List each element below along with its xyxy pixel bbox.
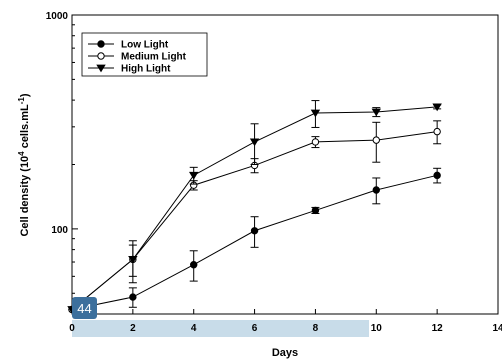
y-tick-label: 100 <box>51 225 68 236</box>
x-tick-label: 12 <box>432 323 444 334</box>
y-axis-title-superscript: -1 <box>17 97 26 105</box>
index-badge: 44 <box>72 297 97 319</box>
legend-marker-low-light <box>97 40 105 48</box>
y-axis-title-part: cells.mL <box>19 104 31 151</box>
y-axis-ticks: 100 1000 <box>46 11 78 315</box>
series-low-light <box>68 167 442 314</box>
legend-label: Medium Light <box>121 52 187 63</box>
legend-marker-medium-light <box>97 52 105 60</box>
y-axis-title-part: Cell density (10 <box>19 156 31 237</box>
data-point-medium-light <box>372 136 380 144</box>
series-layer <box>67 100 442 314</box>
data-point-low-light <box>433 171 441 180</box>
legend-item-medium-light: Medium Light <box>88 52 187 63</box>
legend-label: High Light <box>121 64 171 75</box>
x-axis-highlight-band <box>72 320 369 337</box>
data-point-high-light <box>249 138 260 147</box>
legend-item-low-light: Low Light <box>88 40 169 51</box>
data-point-medium-light <box>311 138 320 146</box>
data-point-medium-light <box>433 127 441 136</box>
data-point-high-light <box>371 108 381 117</box>
y-axis-title-superscript: 4 <box>17 151 26 156</box>
series-high-light <box>67 100 442 314</box>
x-axis-title: Days <box>272 347 298 359</box>
y-axis-title-part: ) <box>19 93 31 97</box>
x-tick-label: 2 <box>130 323 136 334</box>
legend-label: Low Light <box>121 40 169 51</box>
index-badge-background <box>72 297 97 319</box>
data-point-high-light <box>310 109 321 118</box>
data-point-low-light <box>372 186 380 194</box>
data-point-low-light <box>129 293 137 301</box>
data-point-high-light <box>189 171 199 180</box>
x-tick-label: 6 <box>252 323 258 334</box>
legend-marker-high-light <box>96 64 106 73</box>
index-badge-label: 44 <box>77 301 91 316</box>
data-point-low-light <box>250 227 259 235</box>
data-point-high-light <box>128 256 138 264</box>
data-point-low-light <box>190 261 198 269</box>
y-tick-label: 1000 <box>46 11 69 22</box>
x-tick-label: 0 <box>69 323 75 334</box>
x-tick-label: 4 <box>191 323 197 334</box>
data-point-high-light <box>432 103 442 112</box>
y-axis-title: Cell density (104 cells.mL-1) <box>17 93 31 236</box>
x-tick-label: 8 <box>313 323 319 334</box>
x-tick-label: 10 <box>371 323 383 334</box>
data-point-low-light <box>311 206 320 215</box>
x-tick-label: 14 <box>492 323 502 334</box>
legend-item-high-light: High Light <box>88 64 171 75</box>
